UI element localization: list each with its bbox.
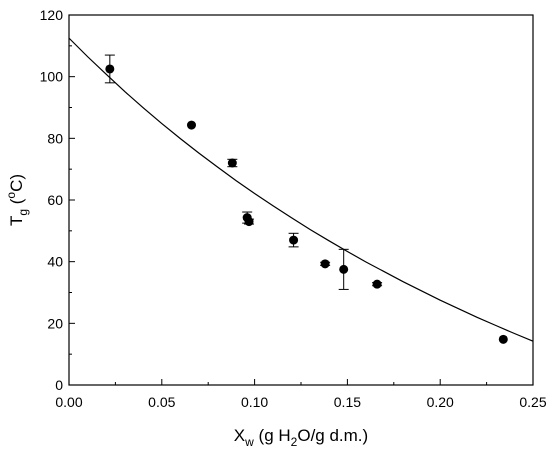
data-point: [372, 279, 382, 289]
y-tick-label: 20: [47, 315, 63, 331]
y-tick-label: 120: [40, 7, 64, 23]
data-points: [104, 54, 508, 344]
x-axis-ticks: 0.00 0.05 0.10 0.15 0.20 0.25: [55, 379, 547, 410]
x-tick-label: 0.05: [148, 394, 175, 410]
y-axis-title: Tg (oC): [4, 174, 30, 226]
y-tick-label: 0: [55, 377, 63, 393]
x-tick-label: 0.15: [334, 394, 361, 410]
y-tick-label: 60: [47, 192, 63, 208]
data-point: [227, 158, 237, 168]
data-point: [498, 334, 508, 344]
data-point: [339, 264, 349, 274]
data-point: [320, 259, 330, 269]
x-axis-title: Xw (g H2O/g d.m.): [234, 426, 368, 449]
y-tick-label: 80: [47, 130, 63, 146]
y-tick-label: 100: [40, 69, 64, 85]
y-tick-label: 40: [47, 254, 63, 270]
x-tick-label: 0.10: [241, 394, 268, 410]
x-tick-label: 0.25: [519, 394, 546, 410]
x-tick-label: 0.20: [427, 394, 454, 410]
data-point: [186, 120, 196, 130]
fit-curve-line: [68, 37, 534, 342]
data-point: [244, 217, 254, 227]
x-tick-label: 0.00: [55, 394, 82, 410]
data-point: [105, 64, 115, 74]
data-point: [289, 235, 299, 245]
y-axis-ticks: 0 20 40 60 80 100 120: [40, 7, 75, 393]
plot-frame: [68, 14, 534, 386]
